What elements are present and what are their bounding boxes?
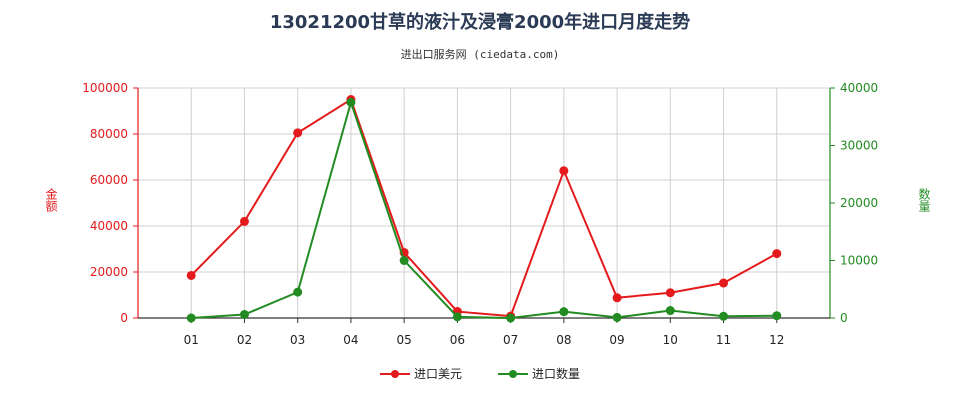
series-2-point [186,313,196,323]
series-2-point [399,256,409,265]
x-tick-label: 05 [397,333,412,347]
right-axis-label: 数量 [917,188,931,212]
series-2-point [506,313,516,323]
series-1-point [559,166,569,176]
series-1-point [719,278,729,288]
legend: 进口美元 进口数量 [0,365,960,382]
x-tick-label: 06 [450,333,465,347]
x-tick-label: 10 [663,333,678,347]
x-tick-label: 09 [609,333,624,347]
x-tick-label: 03 [290,333,305,347]
series-1-point [665,288,675,298]
series-2-point [612,312,622,322]
right-tick-label: 30000 [840,139,878,153]
chart-subtitle: 进出口服务网 (ciedata.com) [400,48,560,61]
left-tick-label: 100000 [82,81,128,95]
legend-item-amount[interactable]: 进口美元 [379,365,462,382]
right-tick-label: 40000 [840,81,878,95]
x-tick-label: 01 [184,333,199,347]
series-1-point [772,249,782,259]
series-1-point [612,293,622,303]
series-2-point [719,311,729,321]
legend-swatch-amount [379,369,410,378]
series-2-point [452,312,462,322]
series-1-point [239,216,249,226]
right-tick-label: 10000 [840,254,878,268]
x-tick-label: 12 [769,333,784,347]
right-tick-label: 20000 [840,196,878,210]
series-line-2 [191,98,777,320]
series-line-1 [190,97,778,318]
x-tick-label: 07 [503,333,518,347]
series-1-point [293,128,303,138]
series-2-point [559,307,569,317]
right-tick-label: 0 [840,311,848,325]
left-tick-label: 0 [120,311,128,325]
x-tick-label: 02 [237,333,252,347]
legend-swatch-quantity [498,369,528,378]
series-2-point [293,287,303,297]
x-tick-label: 04 [343,333,358,347]
left-axis-label: 金额 [44,188,58,212]
chart-title: 13021200甘草的液汁及浸膏2000年进口月度走势 [269,12,691,33]
series-2-point [239,310,249,320]
legend-label-amount: 进口美元 [413,367,462,381]
series-2-point [665,306,675,316]
x-tick-label: 11 [716,333,731,347]
left-tick-label: 60000 [90,173,128,187]
legend-item-quantity[interactable]: 进口数量 [498,365,580,382]
left-tick-label: 80000 [90,127,128,141]
series-1-point [186,270,196,280]
x-tick-label: 08 [556,333,571,347]
left-tick-label: 40000 [90,219,128,233]
series-2-point [346,97,356,107]
legend-label-quantity: 进口数量 [532,367,581,381]
left-tick-label: 20000 [90,265,128,279]
series-2-point [772,311,782,321]
